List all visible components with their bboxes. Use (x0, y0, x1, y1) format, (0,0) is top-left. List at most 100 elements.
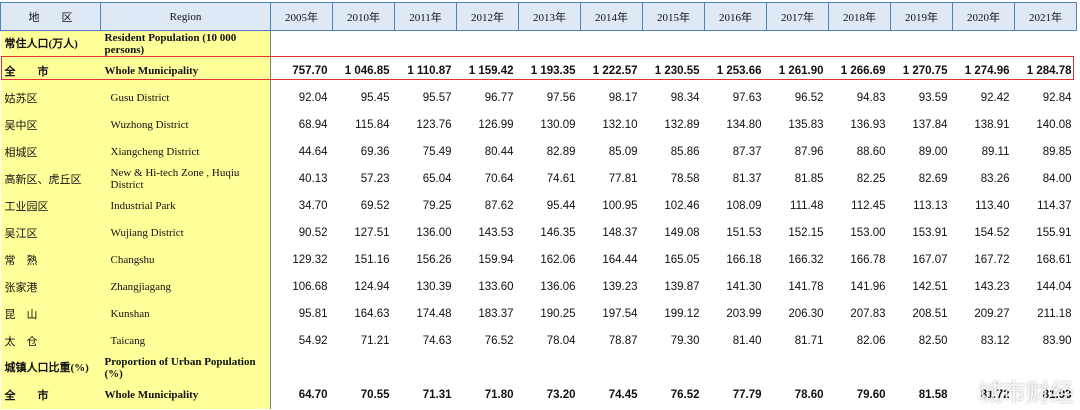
region-en: Proportion of Urban Population (%) (100, 354, 271, 382)
region-en: Resident Population (10 000 persons) (100, 30, 271, 58)
region-zh: 吴江区 (0, 219, 101, 247)
value-cell: 89.00 (918, 146, 948, 158)
value-cell: 78.87 (608, 335, 638, 347)
region-en: New & Hi-tech Zone , Huqiu District (100, 165, 271, 193)
value-cell: 85.86 (670, 146, 700, 158)
value-cell: 70.55 (360, 389, 390, 401)
year-header: 2021年 (1014, 2, 1077, 31)
value-cell: 78.04 (546, 335, 576, 347)
value-cell: 84.00 (1042, 173, 1072, 185)
value-cell: 79.60 (856, 389, 886, 401)
value-cell: 96.52 (794, 92, 824, 104)
value-cell: 65.04 (422, 173, 452, 185)
value-cell: 81.85 (794, 173, 824, 185)
empty-cell (271, 31, 1077, 58)
value-cell: 75.49 (422, 146, 452, 158)
value-cell: 92.42 (980, 92, 1010, 104)
header-cell: 地 区 (0, 2, 101, 31)
region-en: Zhangjiagang (100, 273, 271, 301)
value-cell: 151.16 (354, 254, 390, 266)
value-cell: 167.72 (974, 254, 1010, 266)
value-cell: 167.07 (912, 254, 948, 266)
region-zh: 高新区、虎丘区 (0, 165, 101, 193)
value-cell: 1 284.78 (1026, 65, 1072, 77)
value-cell: 132.10 (602, 119, 638, 131)
region-zh: 全 市 (0, 57, 101, 85)
value-cell: 208.51 (912, 308, 948, 320)
value-cell: 82.69 (918, 173, 948, 185)
value-cell: 78.60 (794, 389, 824, 401)
value-cell: 69.36 (360, 146, 390, 158)
value-cell: 74.45 (608, 389, 638, 401)
value-cell: 211.18 (1037, 308, 1072, 320)
value-cell: 82.06 (856, 335, 886, 347)
value-cell: 83.26 (980, 173, 1010, 185)
value-cell: 199.12 (664, 308, 700, 320)
region-zh: 全 市 (0, 381, 101, 409)
value-cell: 94.83 (856, 92, 886, 104)
value-cell: 130.39 (416, 281, 452, 293)
value-cell: 81.40 (732, 335, 762, 347)
value-cell: 100.95 (602, 200, 638, 212)
value-cell: 82.25 (856, 173, 886, 185)
year-header: 2005年 (270, 2, 333, 31)
value-cell: 97.56 (546, 92, 576, 104)
value-cell: 132.89 (664, 119, 700, 131)
value-cell: 159.94 (478, 254, 514, 266)
region-en: Kunshan (100, 300, 271, 328)
district-row: 常 熟 Changshu 129.32 151.16 156.26 159.94 162.0… (0, 246, 1077, 274)
value-cell: 81.93 (1042, 389, 1072, 401)
value-cell: 111.48 (790, 200, 824, 212)
value-cell: 88.60 (856, 146, 886, 158)
value-cell: 68.94 (298, 119, 328, 131)
district-row: 相城区 Xiangcheng District 44.64 69.36 75.49 80.… (0, 138, 1077, 166)
value-cell: 112.45 (851, 200, 886, 212)
value-cell: 133.60 (478, 281, 514, 293)
value-cell: 76.52 (670, 389, 700, 401)
value-cell: 153.91 (912, 227, 948, 239)
section-row: 常住人口(万人) Resident Population (10 000 pers… (0, 30, 1077, 58)
value-cell: 156.26 (416, 254, 452, 266)
value-cell: 1 274.96 (964, 65, 1010, 77)
year-header: 2011年 (394, 2, 457, 31)
value-cell: 1 261.90 (778, 65, 824, 77)
value-cell: 207.83 (850, 308, 886, 320)
value-cell: 130.09 (540, 119, 576, 131)
value-cell: 155.91 (1036, 227, 1072, 239)
value-cell: 141.96 (850, 281, 886, 293)
value-cell: 136.93 (850, 119, 886, 131)
district-row: 姑苏区 Gusu District 92.04 95.45 95.57 96.77 97.5… (0, 84, 1077, 112)
value-cell: 166.32 (788, 254, 824, 266)
year-header: 2014年 (580, 2, 643, 31)
district-row: 太 仓 Taicang 54.92 71.21 74.63 76.52 78.04 78.87… (0, 327, 1077, 355)
value-cell: 126.99 (478, 119, 514, 131)
value-cell: 1 159.42 (468, 65, 514, 77)
value-cell: 141.30 (726, 281, 762, 293)
year-header: 2018年 (828, 2, 891, 31)
year-header: 2020年 (952, 2, 1015, 31)
year-header: 2013年 (518, 2, 581, 31)
value-cell: 135.83 (788, 119, 824, 131)
year-header: 2012年 (456, 2, 519, 31)
value-cell: 143.23 (974, 281, 1010, 293)
total-row: 全 市 Whole Municipality 64.70 70.55 71.31 71.8… (0, 381, 1077, 409)
value-cell: 166.78 (850, 254, 886, 266)
value-cell: 73.20 (546, 389, 576, 401)
value-cell: 165.05 (664, 254, 700, 266)
value-cell: 206.30 (788, 308, 824, 320)
value-cell: 92.84 (1042, 92, 1072, 104)
value-cell: 82.50 (918, 335, 948, 347)
header-cell: Region (100, 2, 271, 31)
value-cell: 1 110.87 (407, 65, 452, 77)
value-cell: 76.52 (484, 335, 514, 347)
value-cell: 97.63 (732, 92, 762, 104)
value-cell: 71.31 (422, 389, 452, 401)
value-cell: 83.90 (1042, 335, 1072, 347)
region-zh: 城镇人口比重(%) (0, 354, 101, 382)
total-row: 全 市 Whole Municipality 757.70 1 046.85 1 110… (0, 57, 1077, 85)
value-cell: 183.37 (478, 308, 514, 320)
region-zh: 吴中区 (0, 111, 101, 139)
region-en: Whole Municipality (100, 381, 271, 409)
district-row: 吴江区 Wujiang District 90.52 127.51 136.00 143.… (0, 219, 1077, 247)
value-cell: 89.11 (981, 146, 1010, 158)
